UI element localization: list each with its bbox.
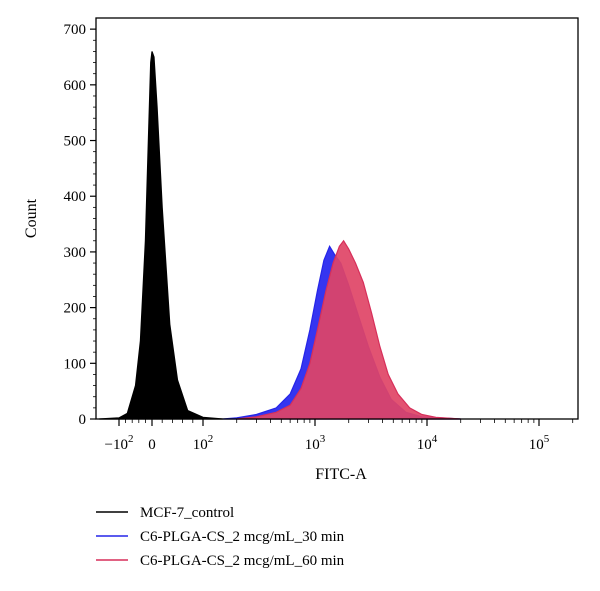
y-tick-label: 400 [64,189,87,205]
series-layer [99,51,461,420]
y-axis-title: Count [23,198,40,238]
y-tick-label: 700 [64,22,87,38]
x-tick-label: 103 [305,433,326,453]
x-tick-label: 102 [193,433,214,453]
x-tick-label: 0 [148,437,156,453]
x-tick-label: −102 [105,433,134,453]
legend-label-0: MCF-7_control [140,505,234,521]
series-area-0 [99,51,223,420]
series-area-2 [236,239,461,420]
y-tick-label: 300 [64,245,87,261]
legend-label-2: C6-PLGA-CS_2 mcg/mL_60 min [140,553,345,569]
y-tick-label: 0 [79,412,87,428]
y-tick-label: 100 [64,356,87,372]
x-tick-label: 105 [529,433,550,453]
x-tick-label: 104 [417,433,438,453]
y-tick-label: 500 [64,134,87,150]
legend-label-1: C6-PLGA-CS_2 mcg/mL_30 min [140,529,345,545]
legend: MCF-7_control C6-PLGA-CS_2 mcg/mL_30 min C… [96,505,345,569]
x-axis-title: FITC-A [315,466,367,483]
tick-layer: 0 100 200 300 400 500 600 700 −102 0 102 103 104 105 [64,22,574,453]
y-tick-label: 200 [64,301,87,317]
y-tick-label: 600 [64,78,87,94]
